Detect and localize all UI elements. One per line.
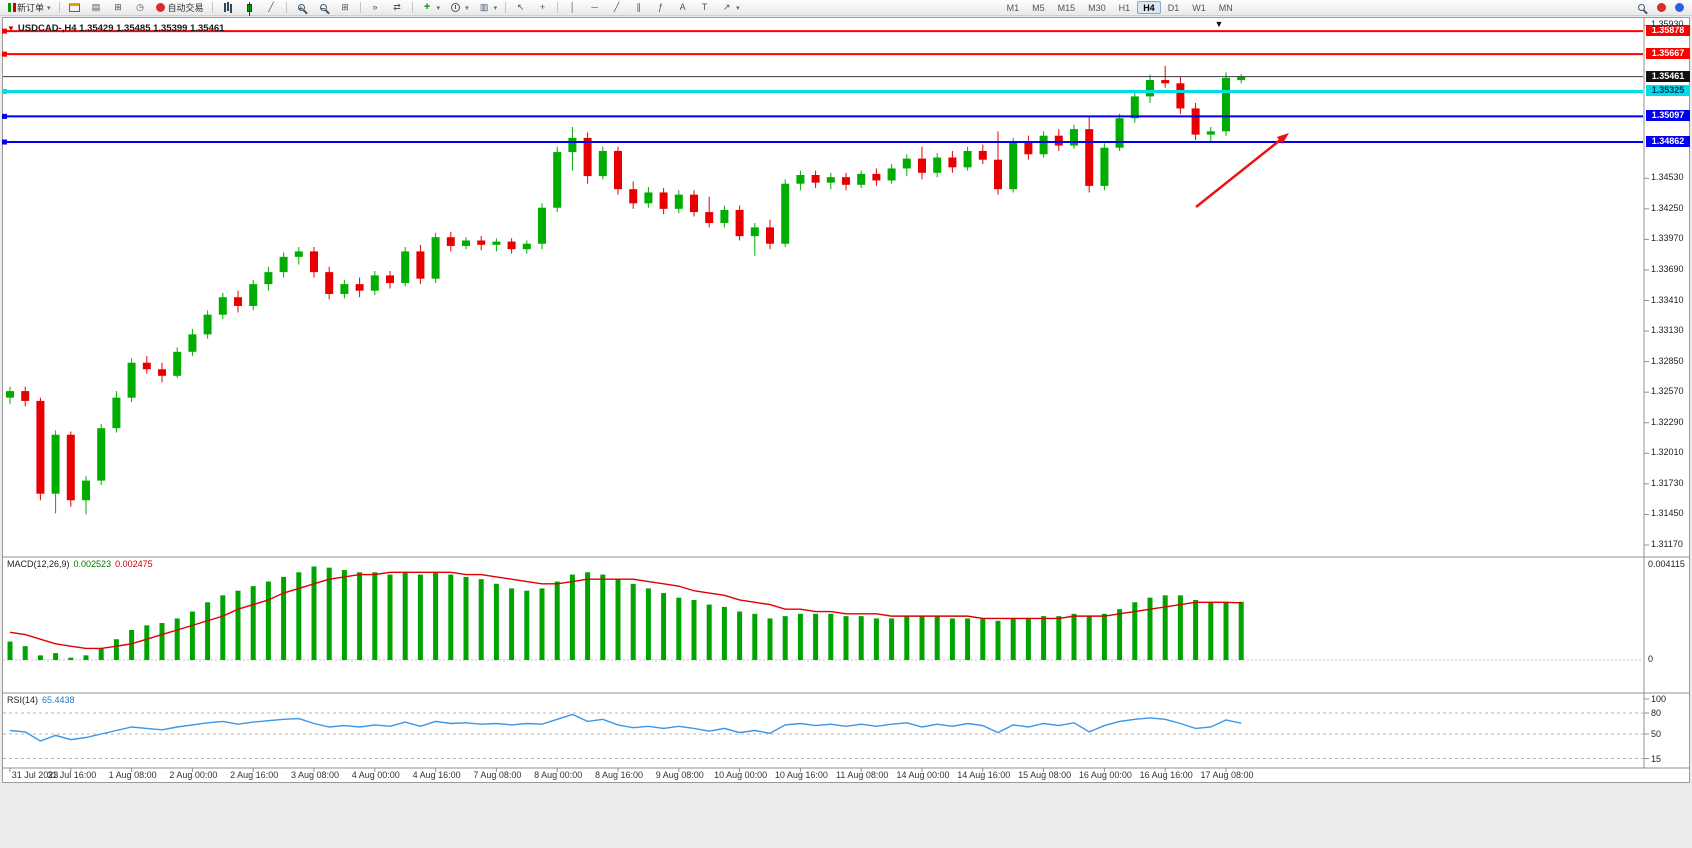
toolbar-spacer [745, 7, 1000, 8]
arrows-button[interactable]: ↗ ▾ [716, 1, 744, 15]
horizontal-line-button[interactable]: ─ [584, 1, 605, 15]
tile-windows-button[interactable]: ⊞ [335, 1, 356, 15]
macd-signal-value: 0.002475 [115, 559, 153, 569]
notification-red-icon [1657, 3, 1666, 12]
symbol-marker-icon: ▼ [7, 24, 15, 33]
new-order-icon [8, 3, 11, 12]
text-label-icon: T [701, 2, 708, 12]
bar-chart-icon [221, 1, 234, 14]
line-chart-icon: ╱ [268, 2, 274, 12]
chart-title-symbol: USDCAD-,H4 [17, 23, 77, 34]
line-chart-button[interactable]: ╱ [261, 1, 282, 15]
tf-button-m5[interactable]: M5 [1032, 2, 1045, 13]
macd-main-value: 0.002523 [73, 559, 112, 569]
bar-chart-button[interactable] [217, 1, 238, 15]
main-toolbar: 新订单 ▾ ▤ ⊞ ◷ 自动交易 ╱ + − ⊞ » ⇄ + ▾ ▾ ▥ ▾ ↖ +… [0, 0, 1692, 16]
profiles-button[interactable]: ▤ [86, 1, 107, 15]
zoom-in-button[interactable]: + [291, 1, 312, 15]
new-chart-button[interactable] [64, 1, 85, 15]
caret-down-icon: ▾ [465, 4, 469, 12]
text-icon: A [679, 2, 686, 12]
zoom-in-icon: + [297, 4, 305, 13]
toolbar-separator [411, 2, 413, 13]
notification-red-button[interactable] [1653, 1, 1670, 15]
vertical-line-icon: │ [569, 2, 576, 12]
periods-icon [449, 1, 462, 14]
auto-scroll-button[interactable]: » [365, 1, 386, 15]
macd-name: MACD(12,26,9) [7, 559, 70, 569]
cursor-icon: ↖ [516, 2, 525, 12]
rsi-value: 65.4438 [42, 695, 75, 705]
chart-window [2, 17, 1690, 783]
strategy-tester-icon: ◷ [136, 2, 144, 12]
toolbar-separator [359, 2, 361, 13]
candlestick-chart-button[interactable] [239, 1, 260, 16]
caret-down-icon: ▾ [493, 4, 498, 12]
new-order-label: 新订单 [17, 3, 45, 13]
crosshair-button[interactable]: + [532, 1, 553, 15]
tf-button-w1[interactable]: W1 [1192, 2, 1206, 13]
horizontal-line-icon: ─ [591, 2, 598, 12]
fibonacci-icon: ƒ [658, 2, 664, 12]
zoom-out-icon: − [319, 4, 327, 13]
tf-button-d1[interactable]: D1 [1167, 2, 1180, 13]
auto-trading-icon [155, 3, 165, 12]
terminal-button[interactable]: ⊞ [108, 1, 129, 15]
fibonacci-button[interactable]: ƒ [650, 1, 671, 15]
chart-shift-icon: ⇄ [393, 2, 401, 12]
channel-button[interactable]: ∥ [628, 1, 649, 15]
cursor-button[interactable]: ↖ [510, 1, 531, 15]
macd-indicator-label: MACD(12,26,9) 0.002523 0.002475 [7, 559, 153, 569]
trendline-icon: ╱ [613, 2, 620, 12]
crosshair-icon: + [539, 2, 546, 12]
new-order-button[interactable]: 新订单 ▾ [4, 1, 55, 15]
templates-icon: ▥ [479, 2, 489, 12]
tf-button-h4[interactable]: H4 [1137, 1, 1161, 14]
indicators-button[interactable]: + ▾ [417, 1, 445, 15]
profiles-icon: ▤ [91, 2, 101, 12]
channel-icon: ∥ [636, 2, 641, 12]
tile-windows-icon: ⊞ [341, 2, 349, 12]
tf-button-m1[interactable]: M1 [1006, 2, 1020, 13]
tf-button-m30[interactable]: M30 [1088, 2, 1106, 13]
text-label-button[interactable]: T [694, 1, 715, 15]
tf-button-m15[interactable]: M15 [1057, 2, 1076, 13]
chart-shift-button[interactable]: ⇄ [387, 1, 408, 15]
auto-trading-label: 自动交易 [167, 3, 204, 13]
text-button[interactable]: A [672, 1, 693, 15]
strategy-tester-button[interactable]: ◷ [130, 1, 151, 15]
caret-down-icon: ▾ [736, 4, 740, 12]
notification-blue-icon [1675, 3, 1684, 12]
toolbar-separator [505, 2, 507, 13]
rsi-indicator-label: RSI(14) 65.4438 [7, 695, 75, 705]
search-icon [1635, 1, 1648, 14]
zoom-out-button[interactable]: − [313, 1, 334, 15]
toolbar-separator [557, 2, 559, 13]
rsi-name: RSI(14) [7, 695, 39, 705]
toolbar-separator [211, 2, 213, 13]
candlestick-chart-icon [243, 1, 256, 16]
indicators-icon: + [423, 1, 431, 13]
auto-trading-button[interactable]: 自动交易 [152, 1, 208, 15]
new-chart-icon [68, 1, 81, 14]
tf-button-mn[interactable]: MN [1218, 2, 1233, 13]
chart-title-ohlc: 1.35429 1.35485 1.35399 1.35461 [79, 23, 225, 34]
toolbar-separator [285, 2, 287, 13]
trendline-button[interactable]: ╱ [606, 1, 627, 15]
caret-down-icon: ▾ [436, 4, 441, 12]
vertical-line-button[interactable]: │ [562, 1, 583, 15]
arrow-tool-icon: ↗ [722, 2, 731, 12]
notification-blue-button[interactable] [1671, 1, 1688, 15]
auto-scroll-icon: » [372, 2, 378, 12]
search-button[interactable] [1631, 1, 1652, 15]
terminal-icon: ⊞ [114, 2, 122, 12]
periods-button[interactable]: ▾ [445, 1, 473, 15]
templates-button[interactable]: ▥ ▾ [474, 1, 502, 15]
caret-down-icon: ▾ [47, 4, 51, 12]
chart-title: ▼ USDCAD-,H4 1.35429 1.35485 1.35399 1.35… [7, 23, 224, 34]
tf-button-h1[interactable]: H1 [1118, 2, 1131, 13]
toolbar-separator [58, 2, 60, 13]
